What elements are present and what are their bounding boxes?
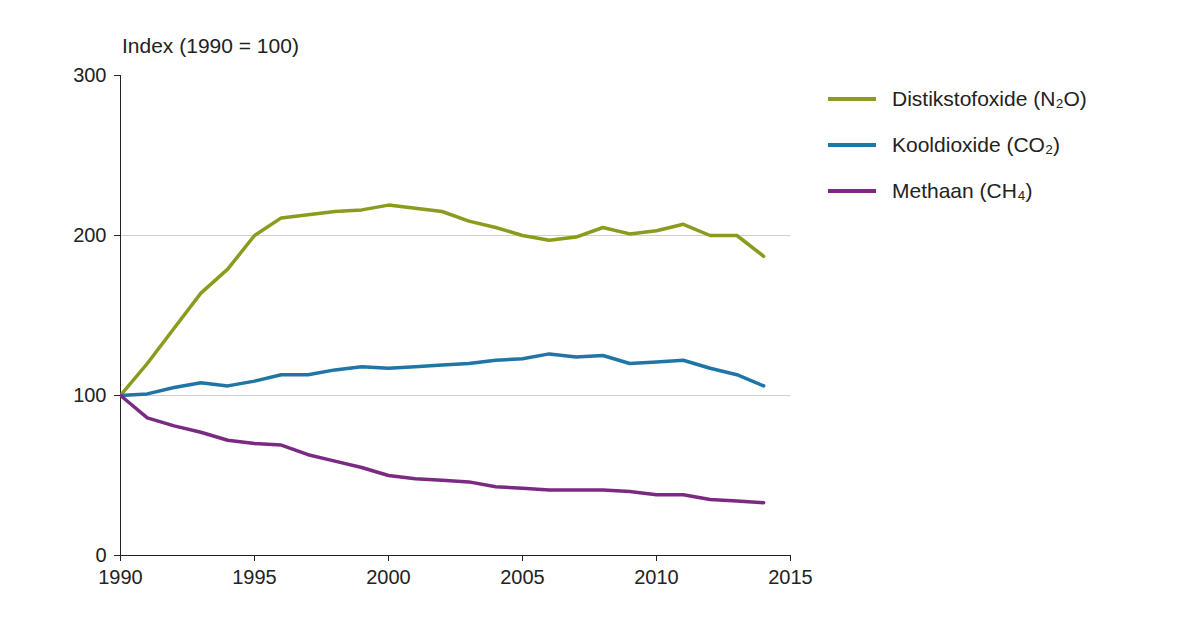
html-text:Distikstofoxide (N₂O): Distikstofoxide (N₂O) [892,87,1087,110]
svg-text:0: 0 [95,544,106,566]
svg-text:100: 100 [73,384,106,406]
svg-text:300: 300 [73,64,106,86]
svg-text:1995: 1995 [232,566,277,588]
svg-text:2010: 2010 [634,566,679,588]
html-text:Methaan (CH₄): Methaan (CH₄) [892,179,1033,202]
svg-text:200: 200 [73,224,106,246]
svg-text:1990: 1990 [98,566,143,588]
svg-text:2005: 2005 [500,566,545,588]
html-text:Kooldioxide (CO₂): Kooldioxide (CO₂) [892,133,1061,156]
html-text:Index (1990 = 100): Index (1990 = 100) [122,34,299,57]
svg-text:2015: 2015 [768,566,813,588]
svg-text:2000: 2000 [366,566,411,588]
